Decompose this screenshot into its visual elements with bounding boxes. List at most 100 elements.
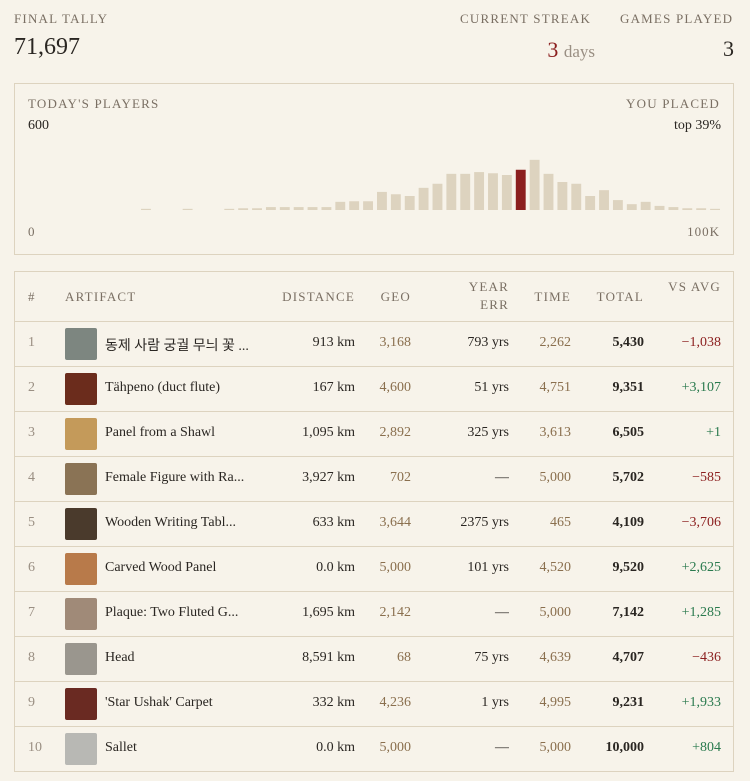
histogram-bar [571, 183, 582, 210]
column-header: YEAR ERR [468, 279, 509, 312]
histogram-bar [224, 208, 235, 210]
vs-average: +2,625 [681, 560, 721, 575]
row-divider [15, 681, 733, 682]
geo-score: 4,236 [379, 695, 412, 710]
row-divider [15, 726, 733, 727]
distance: 3,927 km [302, 470, 355, 485]
artifact-name: Wooden Writing Tabl... [105, 515, 236, 530]
distance: 1,095 km [302, 425, 355, 440]
row-divider [15, 411, 733, 412]
artifact-thumbnail [65, 688, 97, 720]
artifact-thumbnail [65, 733, 97, 765]
row-divider [15, 456, 733, 457]
histogram-title: TODAY'S PLAYERS [28, 96, 160, 111]
row-divider [15, 591, 733, 592]
artifact-thumbnail [65, 553, 97, 585]
histogram-bar [710, 208, 720, 210]
vs-average: +1,285 [681, 605, 721, 620]
total-score: 9,351 [612, 380, 645, 395]
final-tally-label: FINAL TALLY [14, 11, 109, 26]
artifact-name: Panel from a Shawl [105, 425, 216, 440]
vs-average: +1,933 [681, 695, 721, 710]
results-table [14, 271, 734, 772]
artifact-thumbnail [65, 508, 97, 540]
geo-score: 4,600 [379, 380, 412, 395]
row-divider [15, 501, 733, 502]
histogram-bar [321, 207, 332, 210]
distance: 0.0 km [316, 560, 355, 575]
histogram-bar [363, 201, 373, 210]
vs-average: −3,706 [681, 515, 721, 530]
vs-average: −585 [692, 470, 721, 485]
vs-average: −1,038 [681, 335, 721, 350]
rank: 3 [28, 425, 35, 440]
artifact-thumbnail [65, 598, 97, 630]
rank: 4 [28, 470, 35, 485]
histogram-bar [543, 173, 554, 210]
distance: 913 km [312, 335, 355, 350]
year-error: 325 yrs [467, 425, 509, 440]
rank: 1 [28, 335, 35, 350]
artifact-name: Head [105, 650, 135, 665]
column-header: DISTANCE [282, 289, 355, 304]
histogram-bar [474, 172, 485, 210]
streak-label: CURRENT STREAK [460, 11, 592, 26]
geo-score: 3,168 [379, 335, 412, 350]
rank: 8 [28, 650, 35, 665]
column-header: GEO [380, 289, 411, 304]
y-max-label: 600 [28, 118, 49, 133]
time-score: 4,639 [539, 650, 572, 665]
placed-value: top 39% [673, 118, 721, 133]
artifact-name: Plaque: Two Fluted G... [105, 605, 239, 620]
histogram-bar [488, 173, 498, 210]
row-divider [15, 366, 733, 367]
total-score: 4,109 [612, 515, 645, 530]
streak-value: 3 [547, 37, 559, 62]
streak: 3 days [547, 37, 595, 63]
time-score: 465 [550, 515, 571, 530]
geo-score: 5,000 [379, 740, 412, 755]
row-divider [15, 636, 733, 637]
total-score: 9,520 [612, 560, 645, 575]
histogram-bar [141, 208, 151, 210]
histogram-bar [460, 173, 471, 210]
year-error: 1 yrs [481, 695, 509, 710]
total-score: 9,231 [612, 695, 645, 710]
distance: 332 km [312, 695, 355, 710]
vs-average: +1 [706, 425, 721, 440]
x-min-label: 0 [28, 224, 35, 239]
histogram-bar [612, 200, 623, 210]
distance: 1,695 km [302, 605, 355, 620]
histogram-bar [668, 207, 679, 210]
artifact-name: Carved Wood Panel [105, 560, 217, 575]
histogram-bar [238, 208, 249, 210]
rank: 2 [28, 380, 35, 395]
time-score: 3,613 [539, 425, 572, 440]
rank: 9 [28, 695, 35, 710]
year-error: — [495, 470, 509, 485]
year-error: 101 yrs [467, 560, 509, 575]
histogram-bar [404, 196, 415, 210]
year-error: 51 yrs [474, 380, 509, 395]
column-header: # [28, 289, 36, 304]
histogram-bar [182, 208, 193, 210]
distance: 0.0 km [316, 740, 355, 755]
year-error: 2375 yrs [460, 515, 509, 530]
histogram-bar [335, 201, 346, 210]
column-header: TOTAL [596, 289, 644, 304]
column-header: TIME [534, 289, 571, 304]
histogram-bar [390, 194, 401, 210]
year-error: — [495, 605, 509, 620]
histogram-bar [279, 207, 290, 210]
distance: 167 km [312, 380, 355, 395]
vs-average: +3,107 [681, 380, 721, 395]
total-score: 6,505 [612, 425, 645, 440]
time-score: 4,995 [539, 695, 572, 710]
placed-label: YOU PLACED [626, 96, 720, 111]
histogram-bar [654, 205, 665, 210]
histogram-bar [307, 207, 318, 210]
histogram-bar [418, 187, 429, 210]
